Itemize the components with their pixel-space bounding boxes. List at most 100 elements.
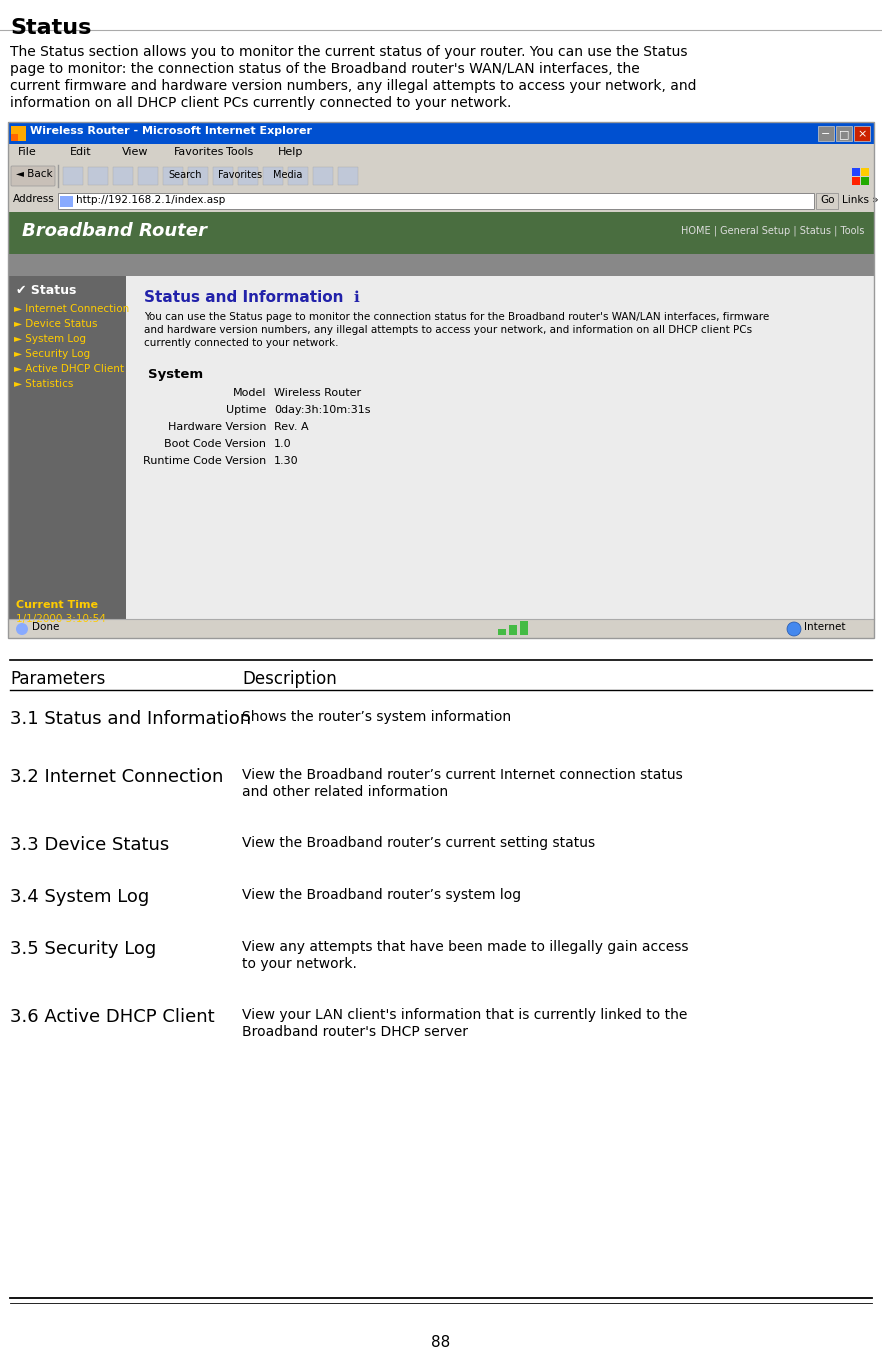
Text: Parameters: Parameters	[10, 670, 105, 688]
Bar	[188, 167, 208, 185]
Text: http://192.168.2.1/index.asp: http://192.168.2.1/index.asp	[76, 195, 225, 205]
Bar	[8, 190, 874, 212]
Circle shape	[16, 623, 28, 636]
Text: View the Broadband router’s current setting status: View the Broadband router’s current sett…	[242, 837, 595, 850]
Text: Favorites: Favorites	[174, 148, 224, 157]
Text: Help: Help	[278, 148, 303, 157]
Text: 1.0: 1.0	[274, 439, 292, 448]
Text: Description: Description	[242, 670, 337, 688]
Text: View the Broadband router’s system log: View the Broadband router’s system log	[242, 889, 521, 902]
Bar	[854, 126, 870, 141]
Bar	[498, 629, 506, 636]
Text: ×: ×	[857, 128, 867, 139]
Bar	[126, 276, 874, 638]
FancyBboxPatch shape	[11, 165, 55, 186]
Text: ✔ Status: ✔ Status	[16, 284, 77, 297]
Text: Uptime: Uptime	[226, 405, 266, 416]
Bar	[11, 126, 26, 141]
Text: 1/1/2000 3:10:54: 1/1/2000 3:10:54	[16, 614, 106, 623]
Text: Status: Status	[10, 18, 92, 38]
Text: to your network.: to your network.	[242, 957, 357, 971]
Bar	[138, 167, 158, 185]
Bar	[313, 167, 333, 185]
Text: Shows the router’s system information: Shows the router’s system information	[242, 709, 512, 725]
Bar	[263, 167, 283, 185]
Bar	[861, 176, 869, 185]
Bar	[113, 167, 133, 185]
Text: ► System Log: ► System Log	[14, 334, 86, 344]
Text: Model: Model	[233, 388, 266, 398]
Bar	[63, 167, 83, 185]
Text: Done: Done	[32, 622, 59, 632]
Text: Wireless Router: Wireless Router	[274, 388, 361, 398]
Text: Broadband Router: Broadband Router	[22, 221, 207, 241]
Bar	[852, 168, 860, 176]
Text: 3.5 Security Log: 3.5 Security Log	[10, 940, 156, 958]
Text: Links »: Links »	[842, 195, 878, 205]
Text: 1.30: 1.30	[274, 457, 299, 466]
Text: ► Security Log: ► Security Log	[14, 349, 90, 360]
Bar	[11, 134, 18, 141]
Bar	[58, 193, 814, 209]
Bar	[163, 167, 183, 185]
Text: current firmware and hardware version numbers, any illegal attempts to access yo: current firmware and hardware version nu…	[10, 79, 697, 93]
Text: 3.6 Active DHCP Client: 3.6 Active DHCP Client	[10, 1007, 214, 1027]
Text: 3.4 System Log: 3.4 System Log	[10, 889, 149, 906]
Text: Edit: Edit	[70, 148, 92, 157]
Text: View your LAN client's information that is currently linked to the: View your LAN client's information that …	[242, 1007, 687, 1023]
Bar	[861, 168, 869, 176]
Text: Boot Code Version: Boot Code Version	[164, 439, 266, 448]
Bar	[338, 167, 358, 185]
Bar	[8, 619, 874, 638]
Text: and other related information: and other related information	[242, 785, 448, 798]
Text: Current Time: Current Time	[16, 600, 98, 610]
Bar	[8, 144, 874, 163]
Bar	[288, 167, 308, 185]
Text: and hardware version numbers, any illegal attempts to access your network, and i: and hardware version numbers, any illega…	[144, 325, 752, 335]
Text: File: File	[18, 148, 37, 157]
Bar	[88, 167, 108, 185]
Bar	[8, 122, 874, 638]
Text: Internet: Internet	[804, 622, 846, 632]
Text: Tools: Tools	[226, 148, 253, 157]
Bar	[8, 163, 874, 190]
Text: You can use the Status page to monitor the connection status for the Broadband r: You can use the Status page to monitor t…	[144, 312, 769, 323]
Text: HOME | General Setup | Status | Tools: HOME | General Setup | Status | Tools	[681, 226, 864, 236]
Text: View any attempts that have been made to illegally gain access: View any attempts that have been made to…	[242, 940, 689, 954]
Text: ► Statistics: ► Statistics	[14, 379, 73, 390]
Text: Media: Media	[273, 170, 303, 180]
Text: 3.3 Device Status: 3.3 Device Status	[10, 837, 169, 854]
Bar	[8, 212, 874, 254]
Bar	[238, 167, 258, 185]
Text: Broadband router's DHCP server: Broadband router's DHCP server	[242, 1025, 468, 1039]
Bar	[8, 276, 126, 638]
Text: currently connected to your network.: currently connected to your network.	[144, 338, 339, 349]
Bar	[509, 625, 517, 636]
Text: Status and Information  ℹ: Status and Information ℹ	[144, 290, 360, 305]
Text: Go: Go	[820, 195, 834, 205]
Text: Runtime Code Version: Runtime Code Version	[143, 457, 266, 466]
Text: Favorites: Favorites	[218, 170, 262, 180]
Bar	[520, 621, 528, 636]
Text: Wireless Router - Microsoft Internet Explorer: Wireless Router - Microsoft Internet Exp…	[30, 126, 312, 135]
Text: System: System	[148, 368, 203, 381]
Bar	[60, 195, 73, 206]
Bar	[852, 176, 860, 185]
Text: 88: 88	[431, 1336, 451, 1351]
Text: 3.1 Status and Information: 3.1 Status and Information	[10, 709, 251, 729]
Text: −: −	[821, 128, 831, 139]
Text: information on all DHCP client PCs currently connected to your network.: information on all DHCP client PCs curre…	[10, 96, 512, 109]
Bar	[213, 167, 233, 185]
Text: View the Broadband router’s current Internet connection status: View the Broadband router’s current Inte…	[242, 768, 683, 782]
Text: Search: Search	[168, 170, 201, 180]
Text: Rev. A: Rev. A	[274, 422, 309, 432]
Text: 3.2 Internet Connection: 3.2 Internet Connection	[10, 768, 223, 786]
Bar	[8, 122, 874, 144]
Circle shape	[787, 622, 801, 636]
Text: page to monitor: the connection status of the Broadband router's WAN/LAN interfa: page to monitor: the connection status o…	[10, 62, 639, 77]
Text: 0day:3h:10m:31s: 0day:3h:10m:31s	[274, 405, 370, 416]
Text: ◄ Back: ◄ Back	[16, 170, 53, 179]
Bar	[8, 254, 874, 276]
Bar	[818, 126, 834, 141]
Text: View: View	[122, 148, 148, 157]
